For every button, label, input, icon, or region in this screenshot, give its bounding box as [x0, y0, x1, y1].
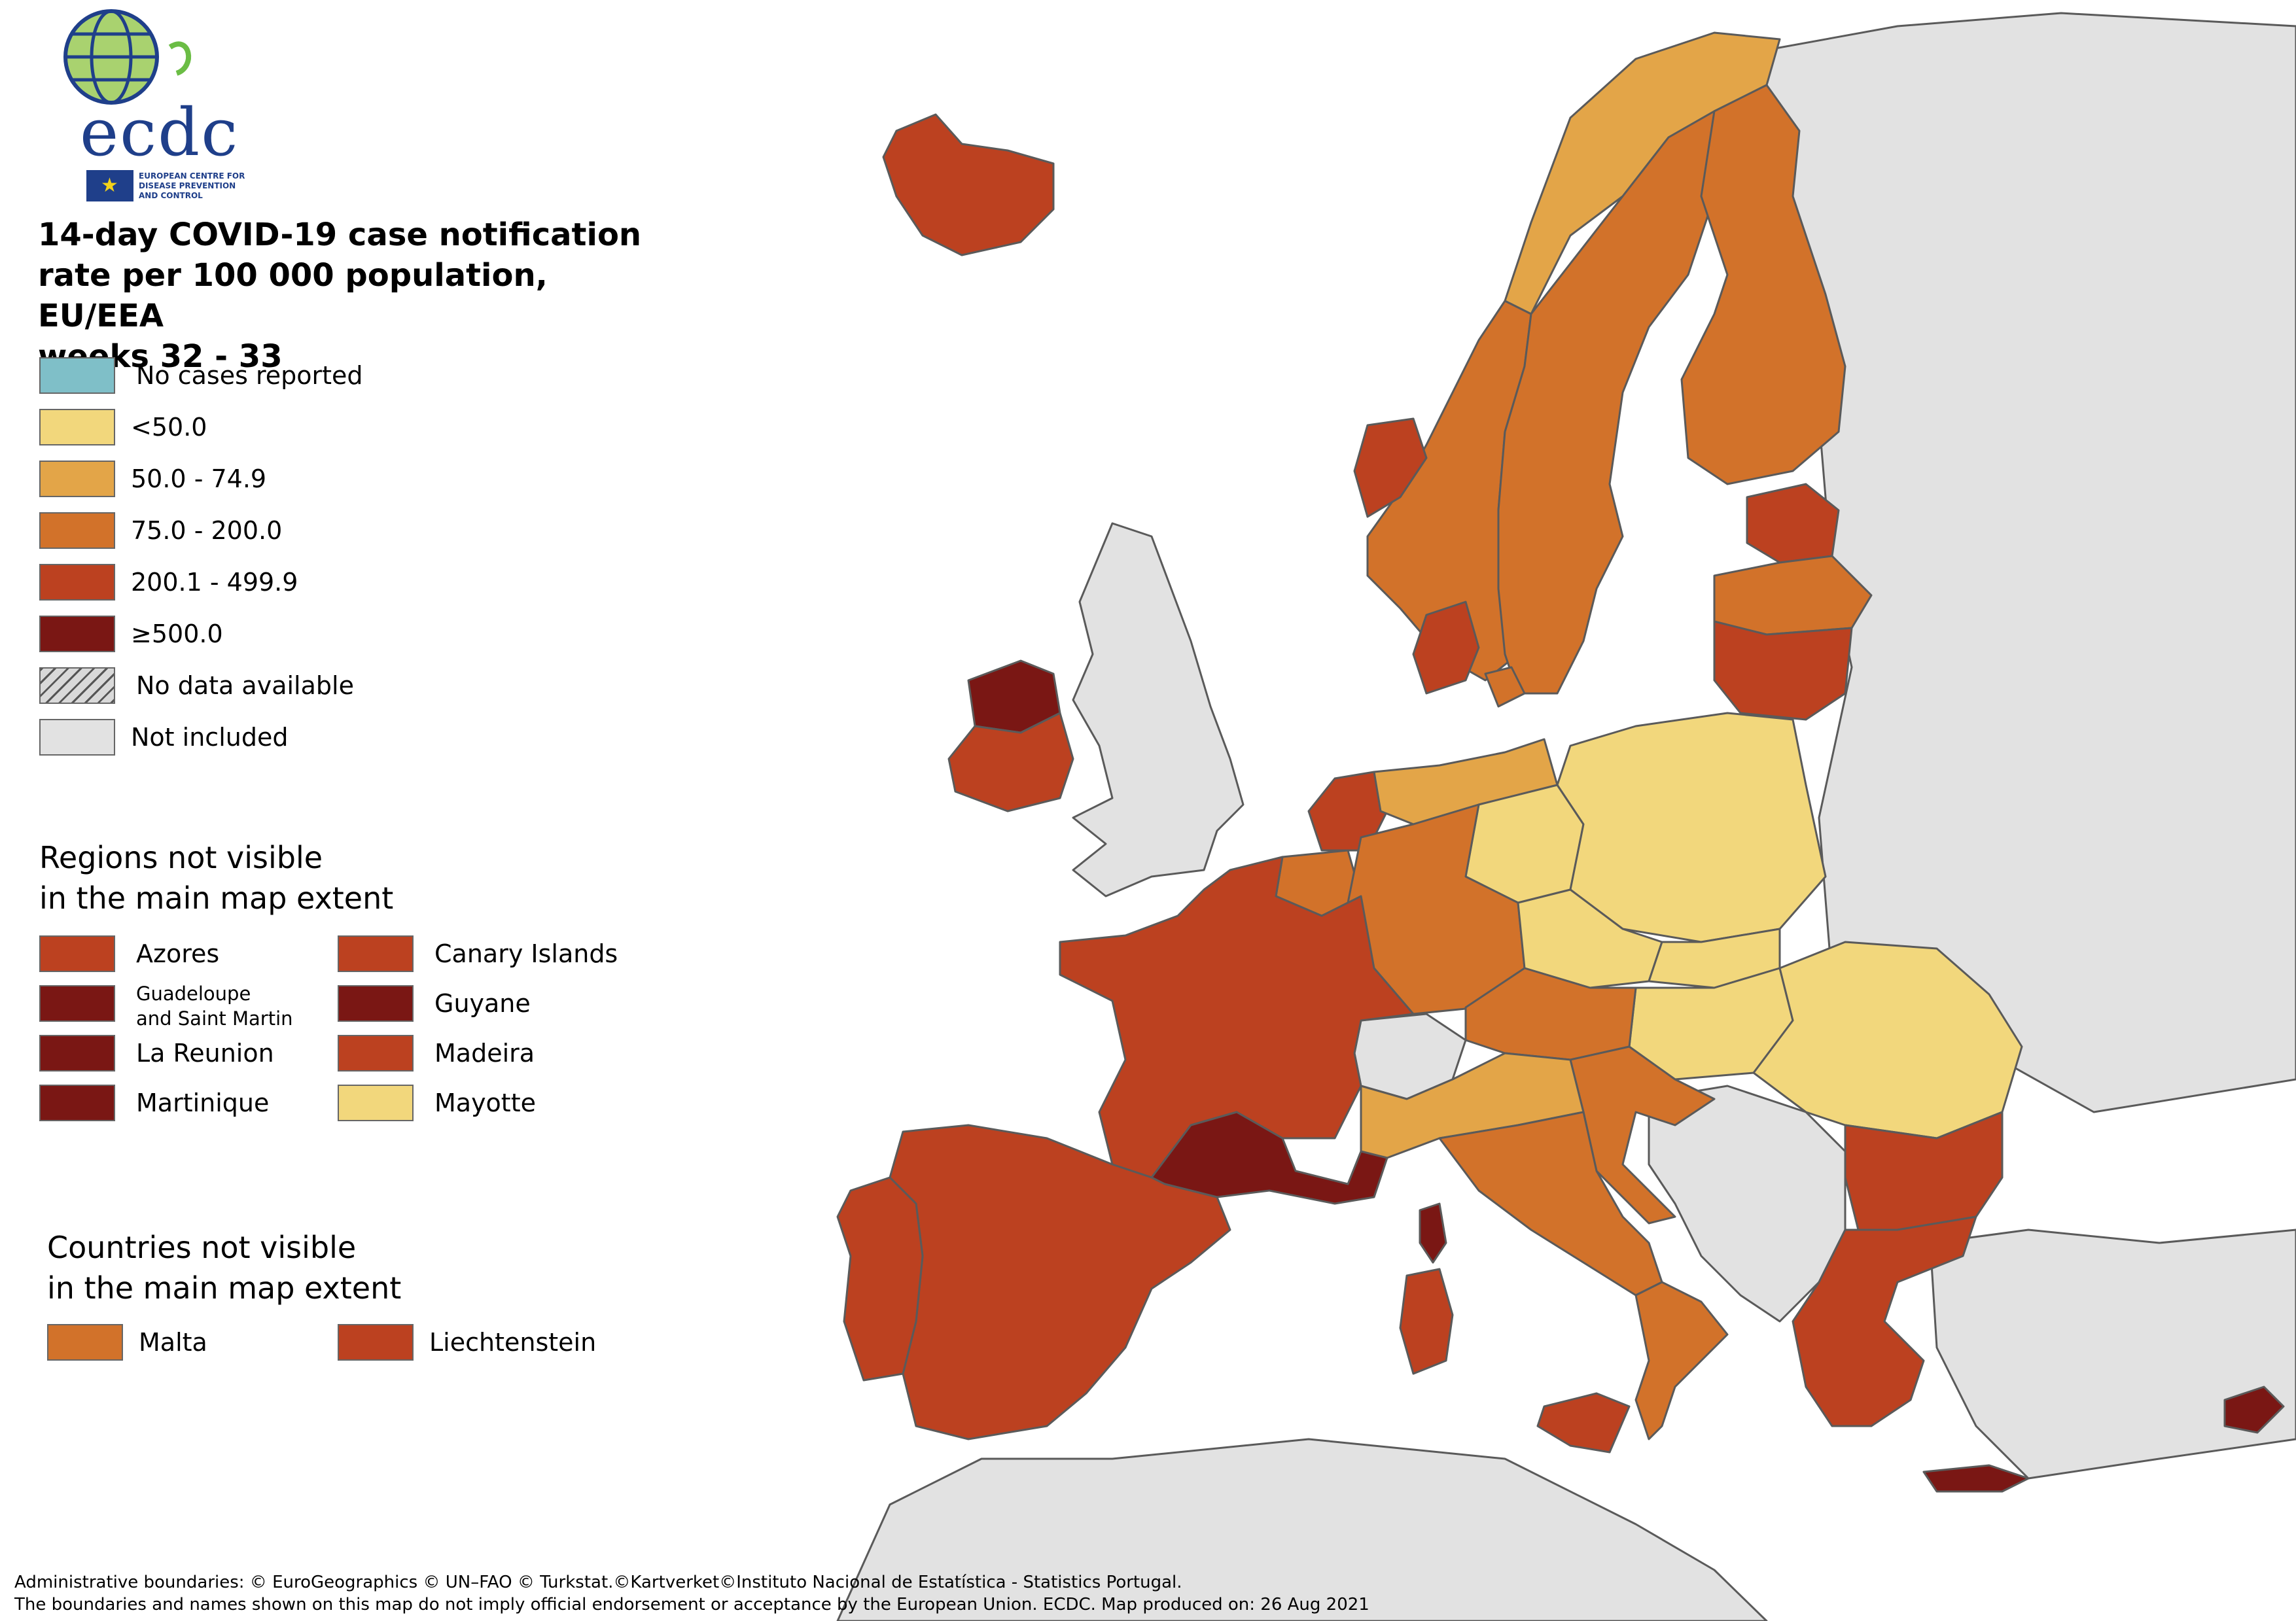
legend-swatch — [47, 1324, 123, 1361]
legend-label: 75.0 - 200.0 — [131, 516, 283, 545]
region-portugal — [836, 1176, 924, 1382]
legend-swatch — [39, 461, 115, 497]
legend-label: ≥500.0 — [131, 619, 223, 648]
legend-swatch — [39, 357, 115, 394]
heading-line: in the main map extent — [47, 1270, 402, 1306]
logo-subtitle: EUROPEAN CENTRE FOR DISEASE PREVENTION A… — [139, 171, 256, 201]
region-denmark-east — [1484, 666, 1526, 708]
logo-subtitle-line: AND CONTROL — [139, 191, 203, 200]
legend-label: Not included — [131, 723, 289, 752]
region-finland — [1680, 84, 1846, 485]
legend-label: Guyane — [434, 989, 531, 1018]
region-north-africa — [836, 1438, 1768, 1621]
legend-label: Guadeloupe and Saint Martin — [136, 981, 293, 1031]
countries-list: Malta Liechtenstein — [47, 1324, 636, 1370]
legend-label: No cases reported — [136, 361, 363, 390]
ecdc-logo: ecdc EUROPEAN CENTRE FOR DISEASE PREVENT… — [39, 8, 275, 204]
legend-swatch — [39, 512, 115, 549]
eu-flag-icon — [86, 170, 133, 201]
region-iceland — [882, 113, 1055, 256]
region-crete — [1922, 1464, 2030, 1493]
legend-swatch — [338, 985, 414, 1022]
legend-swatch — [39, 616, 115, 652]
countries-section-heading: Countries not visible in the main map ex… — [47, 1227, 401, 1308]
label-line: and Saint Martin — [136, 1007, 293, 1030]
map-title: 14-day COVID-19 case notification rate p… — [38, 215, 666, 377]
heading-line: Regions not visible — [39, 840, 323, 875]
region-denmark — [1412, 601, 1480, 695]
legend-label: Madeira — [434, 1039, 535, 1068]
region-lithuania — [1713, 620, 1853, 721]
legend-swatch — [39, 409, 115, 445]
regions-right-list: Canary Islands Guyane Madeira Mayotte — [338, 935, 652, 1132]
legend-label: Malta — [139, 1328, 207, 1357]
legend-label: No data available — [136, 671, 354, 700]
legend-swatch — [39, 935, 115, 972]
region-greece — [1792, 1215, 1977, 1427]
globe-icon — [63, 9, 191, 105]
legend-label: <50.0 — [131, 413, 207, 442]
legend-swatch-hatched — [39, 667, 115, 704]
legend-label: La Reunion — [136, 1039, 274, 1068]
regions-section-heading: Regions not visible in the main map exte… — [39, 837, 393, 918]
region-norway-west — [1353, 417, 1428, 518]
region-ireland-rest — [947, 712, 1074, 812]
title-line-2: rate per 100 000 population, EU/EEA — [38, 257, 548, 334]
legend-label: Mayotte — [434, 1089, 536, 1117]
legend: No cases reported <50.0 50.0 - 74.9 75.0… — [39, 357, 497, 763]
legend-label: Azores — [136, 939, 220, 968]
legend-swatch — [338, 1324, 414, 1361]
region-poland — [1556, 712, 1827, 943]
region-italy-center — [1438, 1111, 1663, 1297]
footer-line-2: The boundaries and names shown on this m… — [14, 1595, 1369, 1614]
regions-left-list: Azores Guadeloupe and Saint Martin La Re… — [39, 935, 327, 1132]
region-turkey — [1929, 1229, 2296, 1480]
logo-subtitle-line: DISEASE PREVENTION — [139, 181, 236, 190]
region-balkans — [1648, 1085, 1846, 1323]
footer-line-1: Administrative boundaries: © EuroGeograp… — [14, 1573, 1182, 1592]
legend-swatch — [39, 1085, 115, 1121]
logo-wordmark: ecdc — [80, 94, 239, 171]
region-sardinia — [1399, 1268, 1454, 1375]
legend-swatch — [39, 719, 115, 756]
footer-attribution: Administrative boundaries: © EuroGeograp… — [14, 1571, 1369, 1616]
label-line: Guadeloupe — [136, 983, 251, 1005]
legend-swatch — [338, 935, 414, 972]
legend-label: Liechtenstein — [429, 1328, 597, 1357]
region-italy-south — [1634, 1281, 1729, 1440]
legend-swatch — [39, 985, 115, 1022]
heading-line: in the main map extent — [39, 880, 394, 916]
legend-swatch — [338, 1085, 414, 1121]
legend-swatch — [39, 1035, 115, 1072]
legend-label: Martinique — [136, 1089, 270, 1117]
legend-label: Canary Islands — [434, 939, 618, 968]
legend-label: 50.0 - 74.9 — [131, 464, 267, 493]
region-sicily — [1536, 1392, 1631, 1454]
region-cyprus — [2223, 1386, 2285, 1434]
region-corsica — [1419, 1202, 1447, 1264]
region-uk — [1072, 522, 1245, 898]
heading-line: Countries not visible — [47, 1230, 357, 1265]
legend-swatch — [338, 1035, 414, 1072]
legend-swatch — [39, 564, 115, 601]
title-line-1: 14-day COVID-19 case notification — [38, 217, 642, 253]
logo-subtitle-line: EUROPEAN CENTRE FOR — [139, 171, 245, 181]
legend-label: 200.1 - 499.9 — [131, 568, 298, 597]
